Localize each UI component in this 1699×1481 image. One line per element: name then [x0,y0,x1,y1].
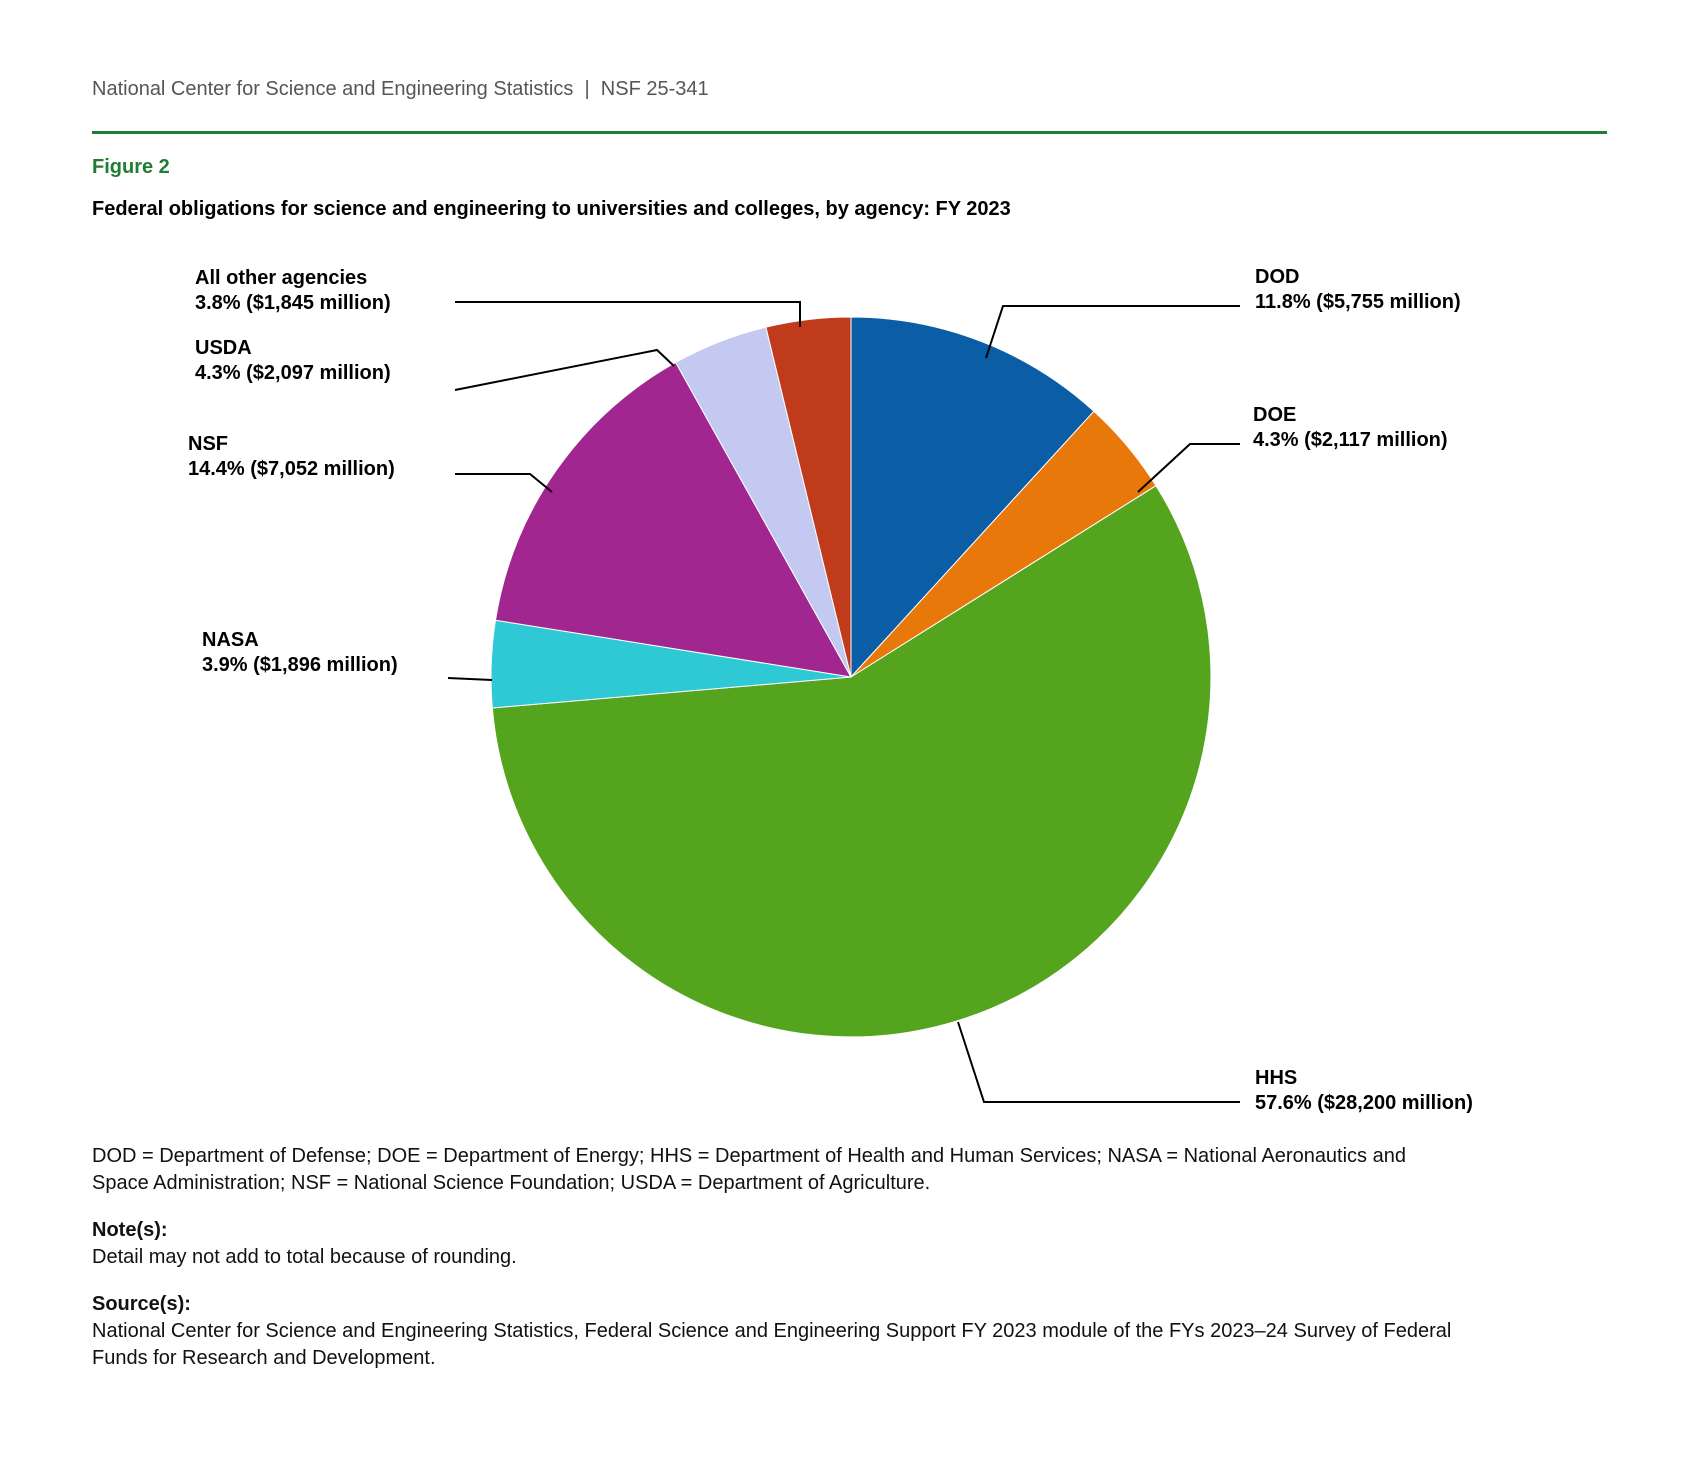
figure-label: Figure 2 [92,156,170,178]
abbreviation-note: DOD = Department of Defense; DOE = Depar… [92,1145,1406,1194]
leader-line-doe [1137,443,1240,493]
callout-label-all-other-agencies: All other agencies 3.8% ($1,845 million) [195,266,391,316]
callout-agency-name: All other agencies [195,267,368,289]
notes-heading: Note(s): [92,1219,168,1241]
sources-heading: Source(s): [92,1293,191,1315]
figure-title: Federal obligations for science and engi… [92,198,1011,220]
callout-agency-name: NSF [188,433,228,455]
leader-line-nsf [455,473,553,493]
callout-label-doe: DOE 4.3% ($2,117 million) [1253,403,1448,453]
callout-agency-value: 4.3% ($2,117 million) [1253,429,1448,451]
footnotes: DOD = Department of Defense; DOE = Depar… [92,1143,1464,1372]
callout-agency-name: DOD [1255,266,1300,288]
callout-agency-value: 4.3% ($2,097 million) [195,362,391,384]
leader-line-nasa [447,677,493,681]
leader-line-dod [985,305,1240,359]
pie-slice-nsf [494,361,852,678]
callout-agency-name: NASA [202,629,259,651]
callout-label-usda: USDA 4.3% ($2,097 million) [195,336,391,386]
callout-label-nsf: NSF 14.4% ($7,052 million) [188,432,395,482]
callout-agency-value: 11.8% ($5,755 million) [1255,291,1461,313]
callout-label-nasa: NASA 3.9% ($1,896 million) [202,628,398,678]
callout-agency-value: 14.4% ($7,052 million) [188,458,395,480]
pie-slice-hhs [491,485,1212,1038]
pie-slice-all-other-agencies [765,316,852,678]
callout-label-dod: DOD 11.8% ($5,755 million) [1255,265,1461,315]
header-divider [92,131,1607,134]
report-header: National Center for Science and Engineer… [92,78,709,100]
leader-line-hhs [957,1021,1240,1103]
callout-agency-name: HHS [1255,1067,1298,1089]
callout-agency-value: 57.6% ($28,200 million) [1255,1092,1473,1114]
sources-text: National Center for Science and Engineer… [92,1320,1452,1369]
callout-agency-value: 3.9% ($1,896 million) [202,654,398,676]
callout-label-hhs: HHS 57.6% ($28,200 million) [1255,1066,1473,1116]
callout-agency-name: DOE [1253,404,1297,426]
callout-agency-name: USDA [195,337,252,359]
callout-agency-value: 3.8% ($1,845 million) [195,292,391,314]
leader-line-all-other-agencies [455,301,801,327]
pie-chart-canvas [447,301,1240,1103]
pie-chart: DOD 11.8% ($5,755 million) DOE 4.3% ($2,117… [0,240,1699,1140]
leader-line-usda [454,348,675,391]
notes-text: Detail may not add to total because of r… [92,1246,517,1268]
pie-slice-dod [850,316,1095,679]
